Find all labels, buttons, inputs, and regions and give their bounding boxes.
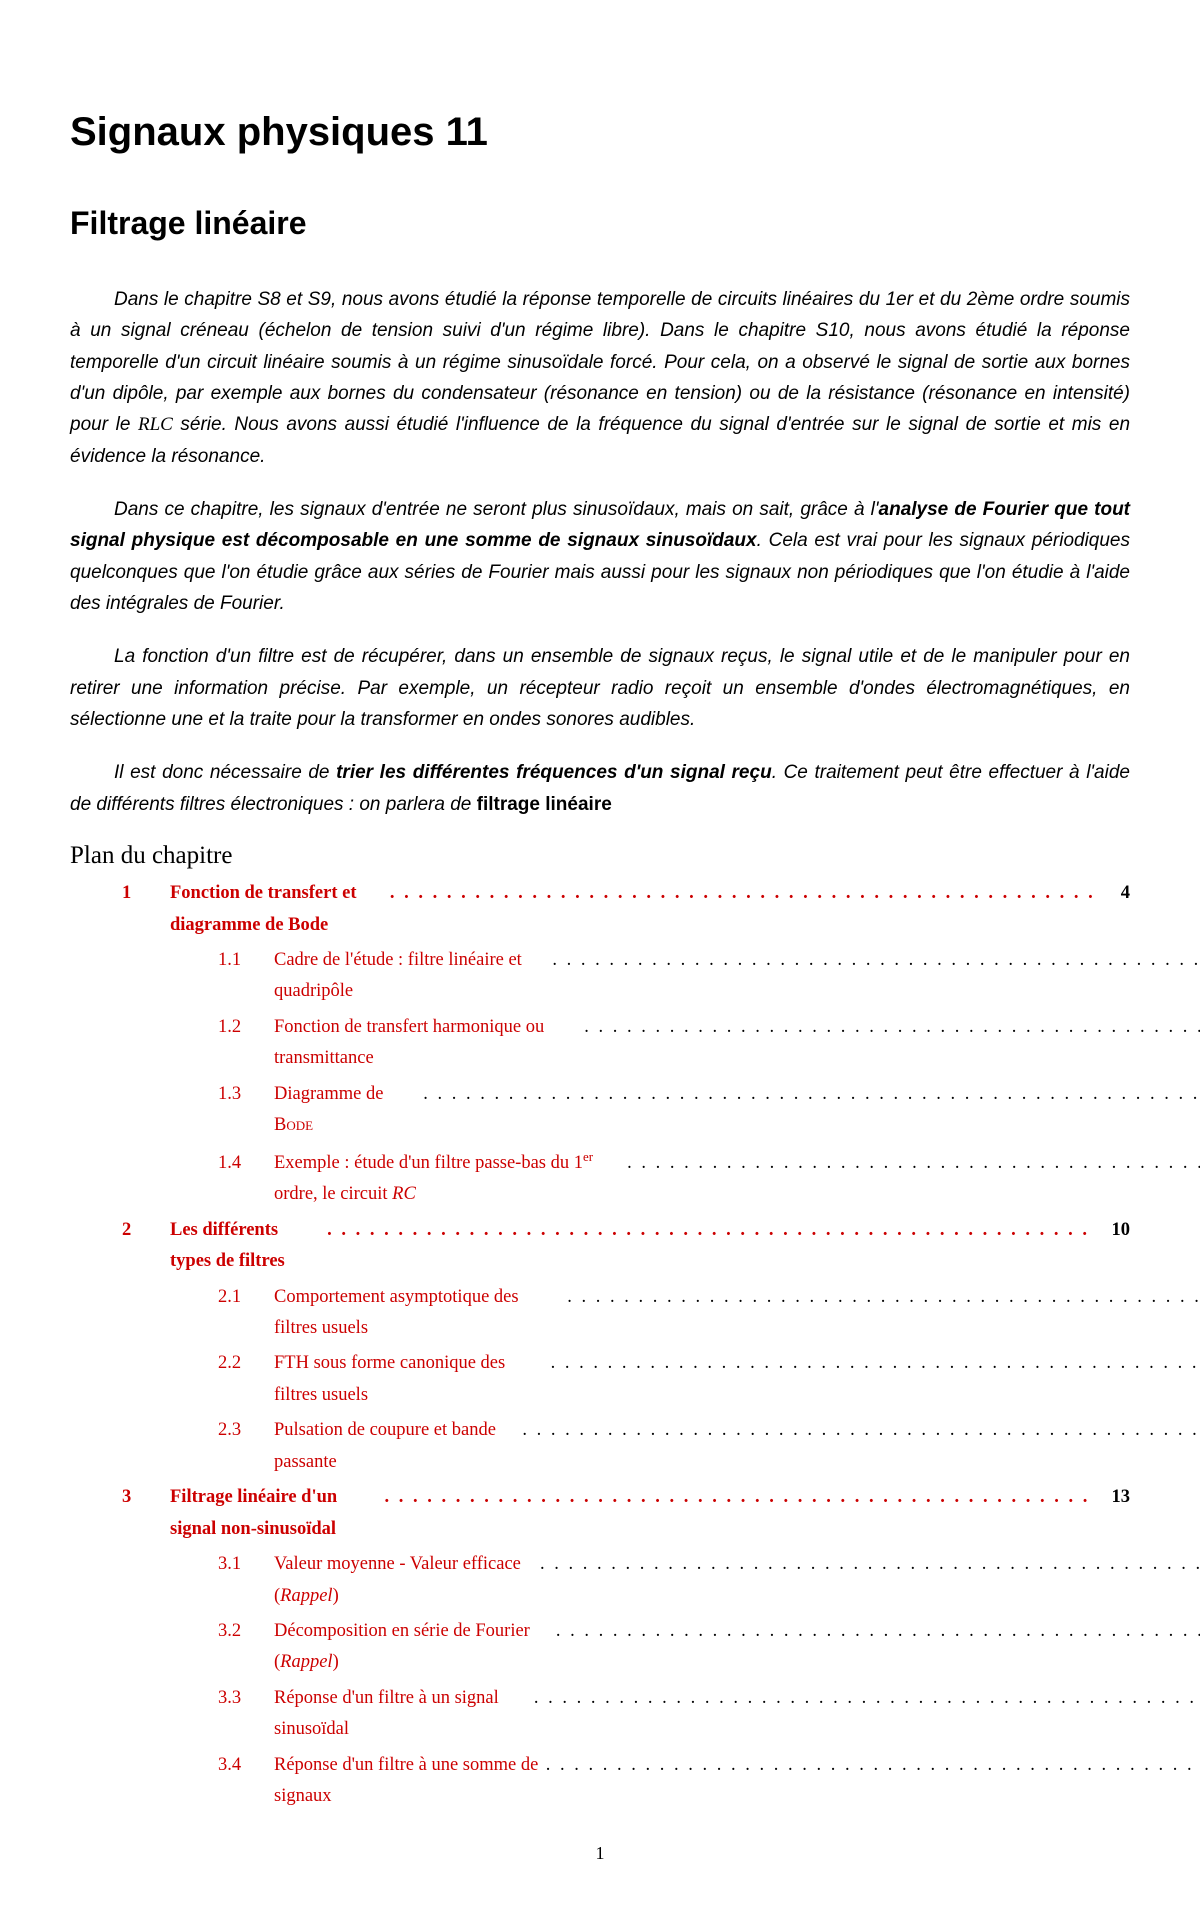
toc-label: Fonction de transfert et diagramme de Bo…: [170, 878, 386, 941]
toc-subsection: 2.1Comportement asymptotique des filtres…: [122, 1282, 1130, 1345]
toc-label: Comportement asymptotique des filtres us…: [274, 1282, 563, 1345]
toc-number: 3: [122, 1482, 170, 1513]
text: série. Nous avons aussi étudié l'influen…: [70, 414, 1130, 466]
intro-paragraph-4: Il est donc nécessaire de trier les diff…: [70, 757, 1130, 820]
toc-dots: . . . . . . . . . . . . . . . . . . . . …: [380, 1482, 1094, 1513]
toc-number: 2.3: [218, 1415, 274, 1446]
toc-number: 2.1: [218, 1282, 274, 1313]
toc-label: Réponse d'un filtre à une somme de signa…: [274, 1750, 542, 1813]
table-of-contents: 1Fonction de transfert et diagramme de B…: [70, 878, 1130, 1812]
toc-label: Diagramme de Bode: [274, 1079, 419, 1142]
toc-subsection: 1.4Exemple : étude d'un filtre passe-bas…: [122, 1146, 1130, 1211]
toc-label: Valeur moyenne - Valeur efficace (Rappel…: [274, 1549, 536, 1612]
toc-label: Décomposition en série de Fourier (Rappe…: [274, 1616, 552, 1679]
intro-paragraph-3: La fonction d'un filtre est de récupérer…: [70, 641, 1130, 735]
toc-page: 4: [1094, 878, 1130, 909]
toc-dots: . . . . . . . . . . . . . . . . . . . . …: [323, 1215, 1094, 1246]
toc-number: 3.4: [218, 1750, 274, 1781]
document-subtitle: Filtrage linéaire: [70, 205, 1130, 242]
toc-dots: . . . . . . . . . . . . . . . . . . . . …: [536, 1549, 1200, 1580]
toc-dots: . . . . . . . . . . . . . . . . . . . . …: [419, 1079, 1200, 1110]
toc-dots: . . . . . . . . . . . . . . . . . . . . …: [547, 1348, 1200, 1379]
toc-label: Exemple : étude d'un filtre passe-bas du…: [274, 1146, 623, 1211]
text: Il est donc nécessaire de: [114, 762, 336, 783]
toc-number: 2: [122, 1215, 170, 1246]
text: Dans ce chapitre, les signaux d'entrée n…: [114, 499, 879, 520]
toc-label: Filtrage linéaire d'un signal non-sinuso…: [170, 1482, 380, 1545]
toc-label: FTH sous forme canonique des filtres usu…: [274, 1348, 547, 1411]
toc-subsection: 1.2Fonction de transfert harmonique ou t…: [122, 1012, 1130, 1075]
toc-subsection: 2.2FTH sous forme canonique des filtres …: [122, 1348, 1130, 1411]
toc-number: 1.4: [218, 1148, 274, 1179]
toc-number: 3.3: [218, 1683, 274, 1714]
toc-subsection: 2.3Pulsation de coupure et bande passant…: [122, 1415, 1130, 1478]
toc-label: Cadre de l'étude : filtre linéaire et qu…: [274, 945, 548, 1008]
intro-paragraph-1: Dans le chapitre S8 et S9, nous avons ét…: [70, 284, 1130, 472]
toc-number: 1.3: [218, 1079, 274, 1110]
toc-page: 10: [1094, 1215, 1130, 1246]
toc-dots: . . . . . . . . . . . . . . . . . . . . …: [552, 1616, 1200, 1647]
bold-text: filtrage linéaire: [477, 794, 612, 815]
toc-number: 3.1: [218, 1549, 274, 1580]
document-title: Signaux physiques 11: [70, 110, 1130, 155]
toc-subsection: 3.3Réponse d'un filtre à un signal sinus…: [122, 1683, 1130, 1746]
text: La fonction d'un filtre est de récupérer…: [70, 646, 1130, 730]
toc-label: Pulsation de coupure et bande passante: [274, 1415, 518, 1478]
toc-page: 13: [1094, 1482, 1130, 1513]
toc-number: 1.1: [218, 945, 274, 976]
toc-dots: . . . . . . . . . . . . . . . . . . . . …: [542, 1750, 1200, 1781]
toc-number: 3.2: [218, 1616, 274, 1647]
toc-dots: . . . . . . . . . . . . . . . . . . . . …: [623, 1148, 1200, 1179]
toc-section: 1Fonction de transfert et diagramme de B…: [122, 878, 1130, 941]
math-rlc: RLC: [138, 414, 173, 435]
toc-subsection: 3.2Décomposition en série de Fourier (Ra…: [122, 1616, 1130, 1679]
toc-label: Réponse d'un filtre à un signal sinusoïd…: [274, 1683, 530, 1746]
bold-text: trier les différentes fréquences d'un si…: [336, 762, 772, 783]
toc-subsection: 3.4Réponse d'un filtre à une somme de si…: [122, 1750, 1130, 1813]
toc-dots: . . . . . . . . . . . . . . . . . . . . …: [386, 878, 1094, 909]
intro-paragraph-2: Dans ce chapitre, les signaux d'entrée n…: [70, 494, 1130, 619]
toc-dots: . . . . . . . . . . . . . . . . . . . . …: [548, 945, 1200, 976]
toc-label: Fonction de transfert harmonique ou tran…: [274, 1012, 580, 1075]
toc-dots: . . . . . . . . . . . . . . . . . . . . …: [518, 1415, 1200, 1446]
toc-section: 2Les différents types de filtres. . . . …: [122, 1215, 1130, 1278]
toc-number: 2.2: [218, 1348, 274, 1379]
toc-section: 3Filtrage linéaire d'un signal non-sinus…: [122, 1482, 1130, 1545]
page-number: 1: [70, 1843, 1130, 1864]
toc-number: 1: [122, 878, 170, 909]
toc-label: Les différents types de filtres: [170, 1215, 323, 1278]
toc-dots: . . . . . . . . . . . . . . . . . . . . …: [580, 1012, 1200, 1043]
toc-subsection: 1.1Cadre de l'étude : filtre linéaire et…: [122, 945, 1130, 1008]
toc-subsection: 3.1Valeur moyenne - Valeur efficace (Rap…: [122, 1549, 1130, 1612]
toc-dots: . . . . . . . . . . . . . . . . . . . . …: [563, 1282, 1200, 1313]
toc-number: 1.2: [218, 1012, 274, 1043]
toc-subsection: 1.3Diagramme de Bode. . . . . . . . . . …: [122, 1079, 1130, 1142]
toc-dots: . . . . . . . . . . . . . . . . . . . . …: [530, 1683, 1200, 1714]
plan-heading: Plan du chapitre: [70, 842, 1130, 870]
